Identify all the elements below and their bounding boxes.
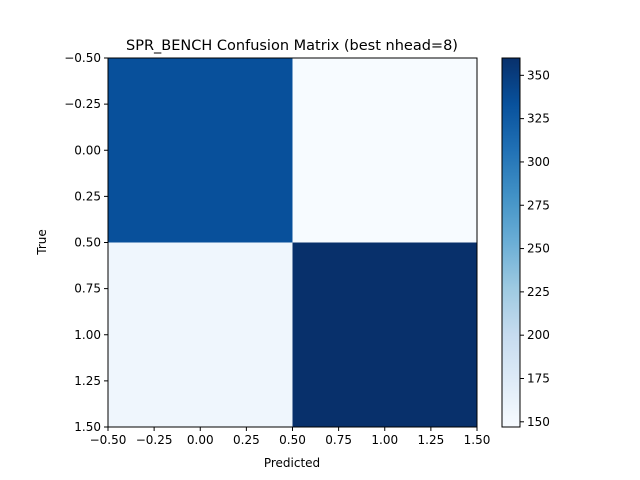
- x-tick-label: 0.75: [325, 433, 352, 447]
- y-tick-label: −0.25: [64, 97, 101, 111]
- x-axis-label: Predicted: [264, 456, 320, 470]
- y-tick-label: 0.75: [74, 282, 101, 296]
- x-tick-label: 0.00: [187, 433, 214, 447]
- colorbar-tick-label: 200: [527, 328, 550, 342]
- x-tick-label: −0.25: [136, 433, 173, 447]
- y-tick-label: 0.00: [74, 143, 101, 157]
- x-tick-label: −0.50: [90, 433, 127, 447]
- colorbar-ticks: 150 175 200 225 250 275 300 325 350: [520, 68, 550, 429]
- y-tick-label: 0.25: [74, 189, 101, 203]
- colorbar-tick-label: 300: [527, 155, 550, 169]
- colorbar-tick-label: 225: [527, 285, 550, 299]
- y-tick-label: −0.50: [64, 51, 101, 65]
- heatmap-cells: [108, 58, 477, 427]
- x-axis-ticks: −0.50 −0.25 0.00 0.25 0.50 0.75 1.00 1.25 1.50: [90, 427, 491, 447]
- colorbar-tick-label: 325: [527, 112, 550, 126]
- colorbar-tick-label: 175: [527, 371, 550, 385]
- chart-title: SPR_BENCH Confusion Matrix (best nhead=8…: [126, 38, 458, 54]
- heatmap-cell-0-1: [292, 58, 477, 243]
- x-tick-label: 0.50: [279, 433, 306, 447]
- x-tick-label: 1.50: [464, 433, 491, 447]
- heatmap-cell-1-1: [292, 242, 477, 427]
- colorbar-tick-label: 275: [527, 198, 550, 212]
- heatmap-cell-1-0: [108, 242, 293, 427]
- colorbar: [501, 57, 521, 428]
- y-tick-label: 1.25: [74, 374, 101, 388]
- colorbar-tick-label: 350: [527, 68, 550, 82]
- x-tick-label: 1.00: [371, 433, 398, 447]
- colorbar-tick-label: 150: [527, 415, 550, 429]
- heatmap-cell-0-0: [108, 58, 293, 243]
- colorbar-tick-label: 250: [527, 242, 550, 256]
- y-tick-label: 1.00: [74, 328, 101, 342]
- y-axis-ticks: −0.50 −0.25 0.00 0.25 0.50 0.75 1.00 1.25 1.50: [64, 51, 108, 434]
- x-tick-label: 1.25: [418, 433, 445, 447]
- y-tick-label: 0.50: [74, 236, 101, 250]
- x-tick-label: 0.25: [233, 433, 260, 447]
- y-axis-label: True: [35, 229, 49, 256]
- y-tick-label: 1.50: [74, 420, 101, 434]
